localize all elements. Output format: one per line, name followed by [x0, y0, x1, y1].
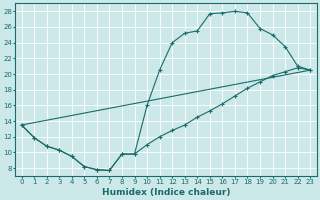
X-axis label: Humidex (Indice chaleur): Humidex (Indice chaleur) [102, 188, 230, 197]
